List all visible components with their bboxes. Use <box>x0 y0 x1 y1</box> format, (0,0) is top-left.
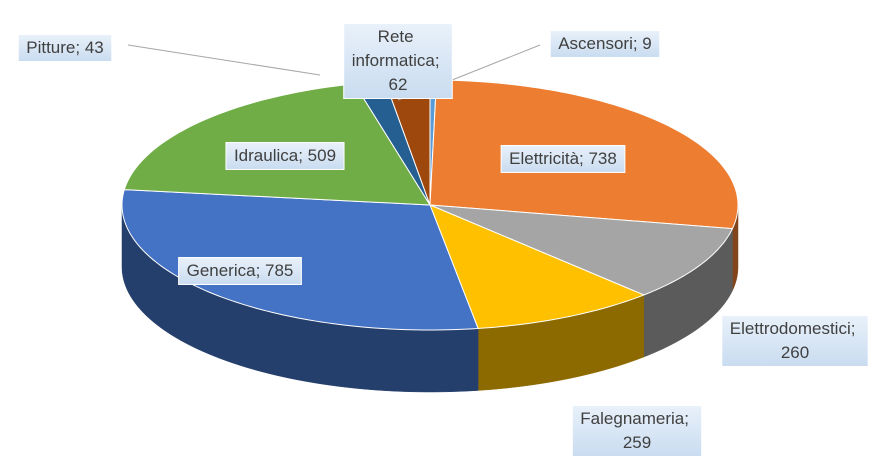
data-label: Elettrodomestici; 260 <box>730 319 860 362</box>
data-label: Falegnameria; 259 <box>580 409 693 452</box>
pie-slice <box>429 204 646 329</box>
pie-slice <box>429 204 734 296</box>
data-label: Rete informatica; 62 <box>352 27 445 94</box>
label-box <box>500 144 626 173</box>
data-label: Pitture; 43 <box>26 38 104 57</box>
pie-sides <box>121 204 739 393</box>
data-label: Idraulica; 509 <box>234 146 336 165</box>
label-box <box>549 29 661 58</box>
data-label: Generica; 785 <box>187 261 294 280</box>
data-labels: Ascensori; 9 Elettricità; 738 Elettrodomes… <box>17 22 869 457</box>
pie-tops <box>121 79 739 331</box>
data-label: Elettricità; 738 <box>509 149 617 168</box>
label-box <box>343 22 453 99</box>
label-box <box>721 314 869 367</box>
label-box <box>178 256 302 285</box>
label-box <box>571 404 703 457</box>
data-label: Ascensori; 9 <box>558 34 652 53</box>
leader-line <box>127 44 321 76</box>
label-box <box>17 33 113 62</box>
label-box <box>225 141 345 170</box>
